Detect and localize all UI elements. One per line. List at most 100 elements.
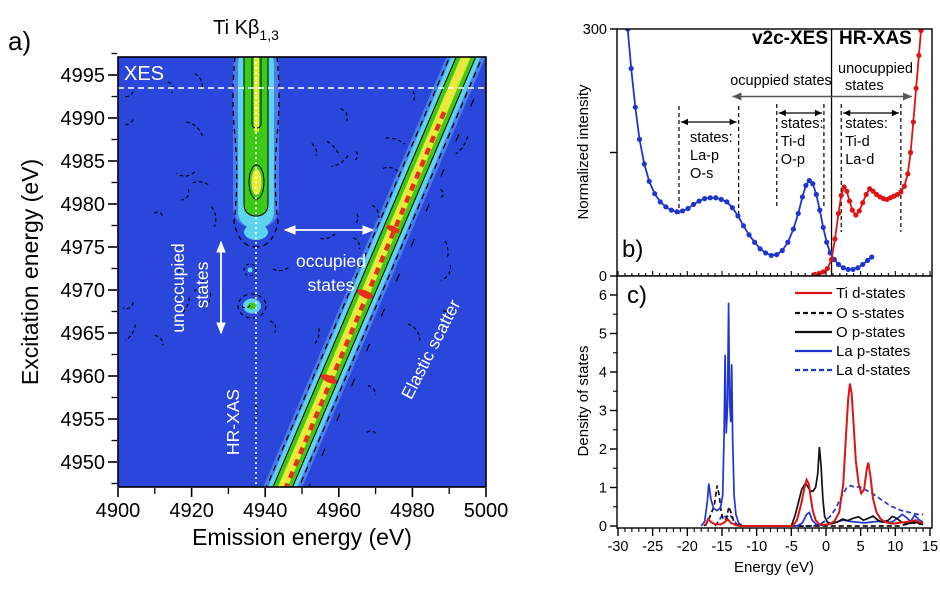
speckle xyxy=(353,237,361,250)
x-tick-label: 10 xyxy=(887,539,903,555)
speckle xyxy=(312,328,320,346)
speckle xyxy=(354,151,359,161)
panel-c-curves xyxy=(700,302,924,527)
marker-v2c-XES xyxy=(799,194,806,200)
marker-HR-XAS xyxy=(846,198,853,204)
arrowhead xyxy=(902,92,912,101)
arrowhead xyxy=(814,109,822,117)
speckle xyxy=(122,302,134,310)
marker-v2c-XES xyxy=(757,246,763,252)
marker-v2c-XES xyxy=(774,251,780,258)
x-tick-label: -5 xyxy=(785,539,798,555)
marker-v2c-XES xyxy=(763,250,769,256)
marker-HR-XAS xyxy=(853,212,859,218)
arrowhead xyxy=(843,109,851,117)
speckle xyxy=(124,91,134,98)
y-tick-label: 5 xyxy=(599,327,607,343)
marker-v2c-XES xyxy=(855,265,861,271)
panel-a-xlabel: Emission energy (eV) xyxy=(192,524,412,550)
panel-b-letter: b) xyxy=(622,236,643,263)
state-box-label: states: xyxy=(781,116,824,132)
state-box-label: states: xyxy=(845,116,888,132)
panel-a-axes: 4900 4920 4940 4960 4980 5000 4950 4955 4960 4965… xyxy=(61,52,509,522)
speckle xyxy=(311,143,318,156)
panel-b-background xyxy=(617,29,932,276)
legend-label-Ti d-states: Ti d-states xyxy=(836,285,905,302)
marker-v2c-XES xyxy=(641,161,647,167)
panel-a-frame xyxy=(117,56,487,488)
marker-v2c-XES xyxy=(679,208,686,214)
x-tick-label: -10 xyxy=(746,539,767,555)
hr-xas-spectrum-label: HR-XAS xyxy=(839,28,912,49)
panel-c-ylabel: Density of states xyxy=(575,346,592,457)
legend-label-La d-states: La d-states xyxy=(836,362,910,379)
state-box-label: O-s xyxy=(690,166,713,182)
marker-HR-XAS xyxy=(824,265,830,272)
speckle xyxy=(175,262,180,275)
unoccupied-states-b-label-line1: unocuppied xyxy=(838,61,913,77)
speckle xyxy=(176,171,196,177)
panel-a-letter: a) xyxy=(8,26,31,56)
arrowhead xyxy=(681,118,689,126)
y-tick-label: 6 xyxy=(599,288,607,304)
marker-HR-XAS xyxy=(905,171,911,177)
marker-v2c-XES xyxy=(864,257,871,263)
speckle xyxy=(439,189,444,199)
marker-v2c-XES xyxy=(632,104,638,110)
speckle xyxy=(385,137,406,145)
speckle xyxy=(192,181,210,186)
marker-v2c-XES xyxy=(785,239,791,245)
x-tick-label: 5 xyxy=(857,539,865,555)
elastic-scatter-band xyxy=(263,57,486,487)
y-tick-label: 4960 xyxy=(61,366,106,388)
speckle xyxy=(240,304,251,309)
y-tick-label: 4965 xyxy=(61,323,106,345)
panel-c: -30 -25 -20 -15 -10 -5 0 5 10 15 0 1 2 3 4 5 6 Ti d-stat… xyxy=(575,275,938,576)
state-box-label: states: xyxy=(690,130,733,146)
y-tick-label: 2 xyxy=(599,442,607,458)
panel-a-title: Ti Kβ1,3 xyxy=(213,17,279,43)
rixs-map: XES occupied states unoccupied states HR… xyxy=(118,57,486,487)
y-tick-label: 4955 xyxy=(61,409,106,431)
marker-v2c-XES xyxy=(690,201,697,207)
speckle xyxy=(326,140,341,156)
marker-HR-XAS xyxy=(844,188,850,194)
panel-b-ylabel: Normalized intensity xyxy=(575,84,592,220)
speckle xyxy=(371,204,380,218)
x-tick-label: 4980 xyxy=(390,500,435,522)
legend-label-La p-states: La p-states xyxy=(836,343,910,360)
v2c-xes-label: v2c-XES xyxy=(752,28,828,49)
marker-HR-XAS xyxy=(863,191,869,198)
panel-b: states: La-p O-s states: Ti-d O-p states: Ti-d L… xyxy=(575,22,933,285)
y-tick-label: 4 xyxy=(599,365,607,381)
marker-v2c-XES xyxy=(702,196,708,202)
marker-v2c-XES xyxy=(696,198,702,204)
marker-v2c-XES xyxy=(790,226,797,232)
legend-label-O p-states: O p-states xyxy=(836,324,905,341)
marker-HR-XAS xyxy=(820,269,826,275)
marker-v2c-XES xyxy=(768,252,774,259)
marker-v2c-XES xyxy=(827,250,833,256)
hr-xas-label: HR-XAS xyxy=(223,389,243,455)
marker-HR-XAS xyxy=(918,29,924,34)
x-tick-label: 5000 xyxy=(464,500,509,522)
marker-v2c-XES xyxy=(657,199,663,205)
occupied-label-line1: occupied xyxy=(296,251,366,271)
x-tick-label: -30 xyxy=(608,539,629,555)
marker-v2c-XES xyxy=(735,213,741,219)
panel-c-axes: -30 -25 -20 -15 -10 -5 0 5 10 15 0 1 2 3 4 5 6 xyxy=(599,288,938,555)
unoccupied-label-line1: unoccupied xyxy=(168,243,188,333)
marker-v2c-XES xyxy=(707,195,713,201)
marker-v2c-XES xyxy=(835,261,842,268)
marker-v2c-XES xyxy=(636,136,643,142)
marker-HR-XAS xyxy=(849,207,855,213)
marker-v2c-XES xyxy=(810,181,816,187)
marker-HR-XAS xyxy=(838,192,844,198)
unoccupied-label-line2: states xyxy=(192,261,212,308)
occupied-states-arrow xyxy=(283,225,375,235)
speckle xyxy=(271,267,289,272)
speckle xyxy=(203,293,212,312)
y-tick-label: 3 xyxy=(599,404,607,420)
marker-v2c-XES xyxy=(795,210,801,217)
state-box-label: O-p xyxy=(781,152,805,168)
